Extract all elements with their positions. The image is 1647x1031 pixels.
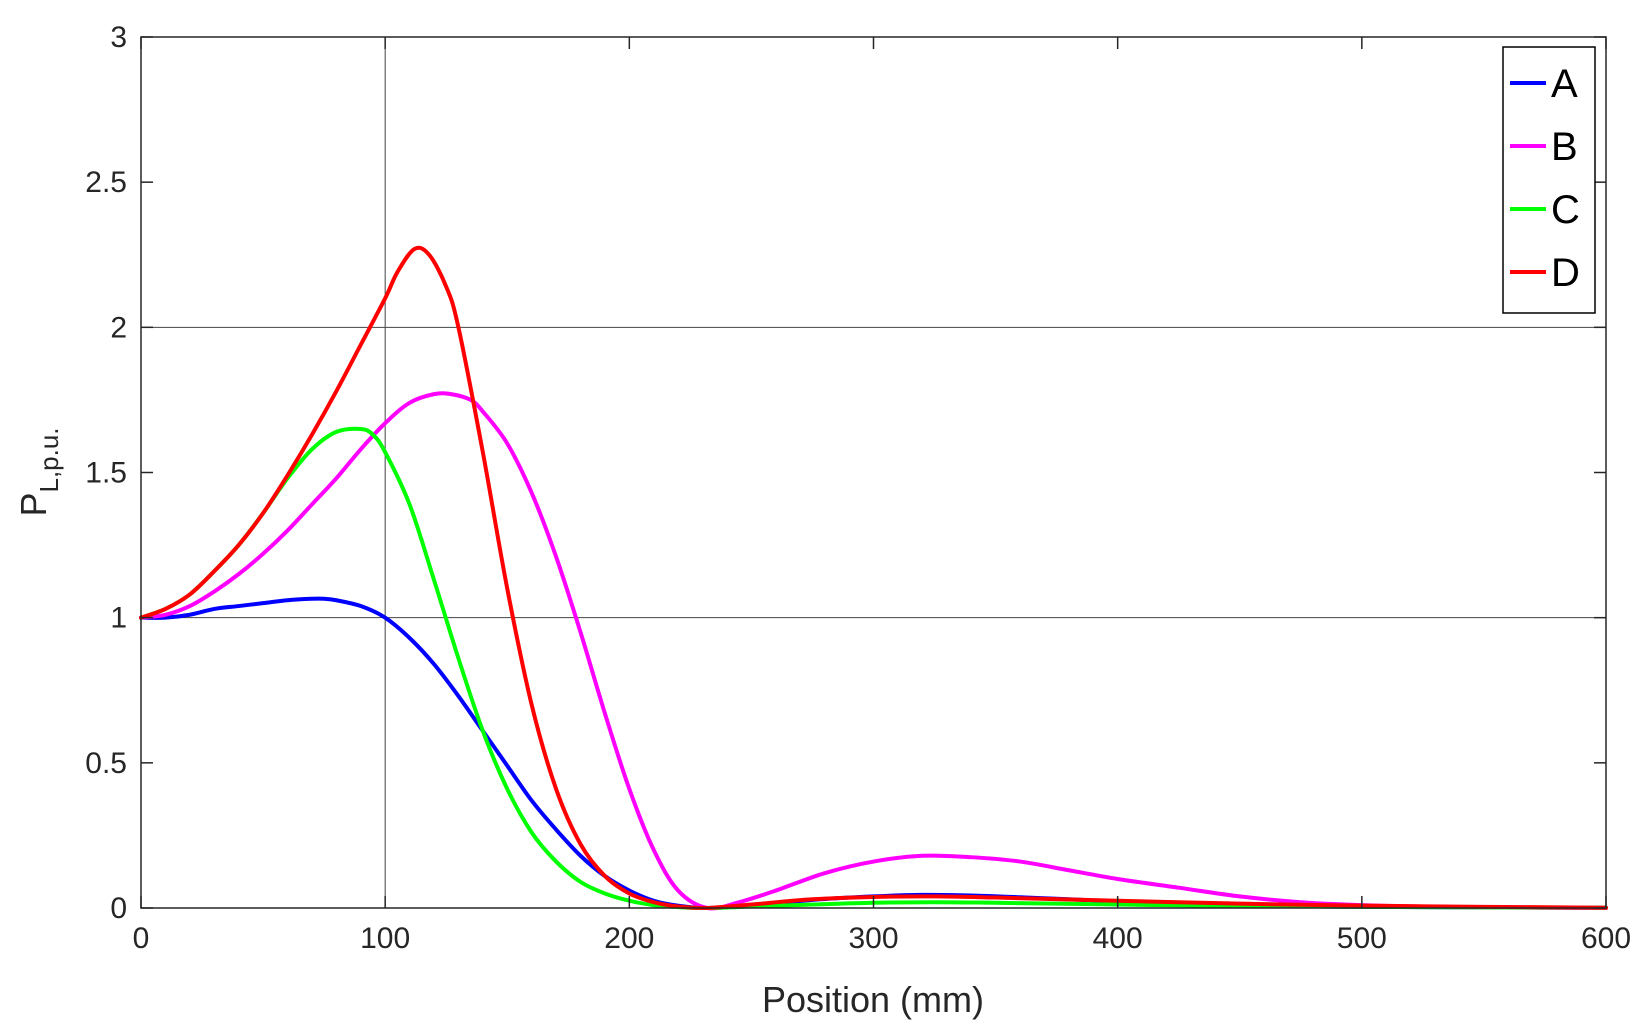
y-axis-label-main: P (13, 493, 54, 517)
axis-ticks (140, 36, 1607, 909)
x-tick-label: 600 (1581, 922, 1631, 955)
legend-label-b: B (1551, 125, 1578, 169)
legend-box (1502, 46, 1596, 314)
y-tick-label: 0 (110, 892, 127, 925)
y-tick-label: 2.5 (85, 166, 127, 199)
y-tick-labels: 0 0.5 1 1.5 2 2.5 3 (85, 21, 127, 925)
x-tick-label: 100 (360, 922, 410, 955)
x-tick-label: 500 (1337, 922, 1387, 955)
series-line-b (139, 391, 1608, 911)
y-axis-label-subscript: L,p.u. (34, 427, 64, 492)
x-axis-label: Position (mm) (762, 979, 984, 1020)
y-tick-label: 1 (110, 602, 127, 635)
legend-label-c: C (1551, 188, 1580, 232)
series-layer (139, 245, 1608, 911)
y-axis-label: PL,p.u. (13, 427, 64, 516)
x-tick-label: 400 (1093, 922, 1143, 955)
x-tick-label: 300 (848, 922, 898, 955)
series-line-d (139, 245, 1608, 911)
y-tick-label: 0.5 (85, 747, 127, 780)
plot-area (141, 37, 1606, 908)
y-tick-label: 1.5 (85, 457, 127, 490)
x-tick-label: 200 (604, 922, 654, 955)
legend-label-d: D (1551, 251, 1580, 295)
x-tick-label: 0 (133, 922, 150, 955)
legend-label-a: A (1551, 62, 1578, 106)
y-tick-label: 2 (110, 311, 127, 344)
x-tick-labels: 0 100 200 300 400 500 600 (133, 922, 1631, 955)
y-tick-label: 3 (110, 21, 127, 54)
